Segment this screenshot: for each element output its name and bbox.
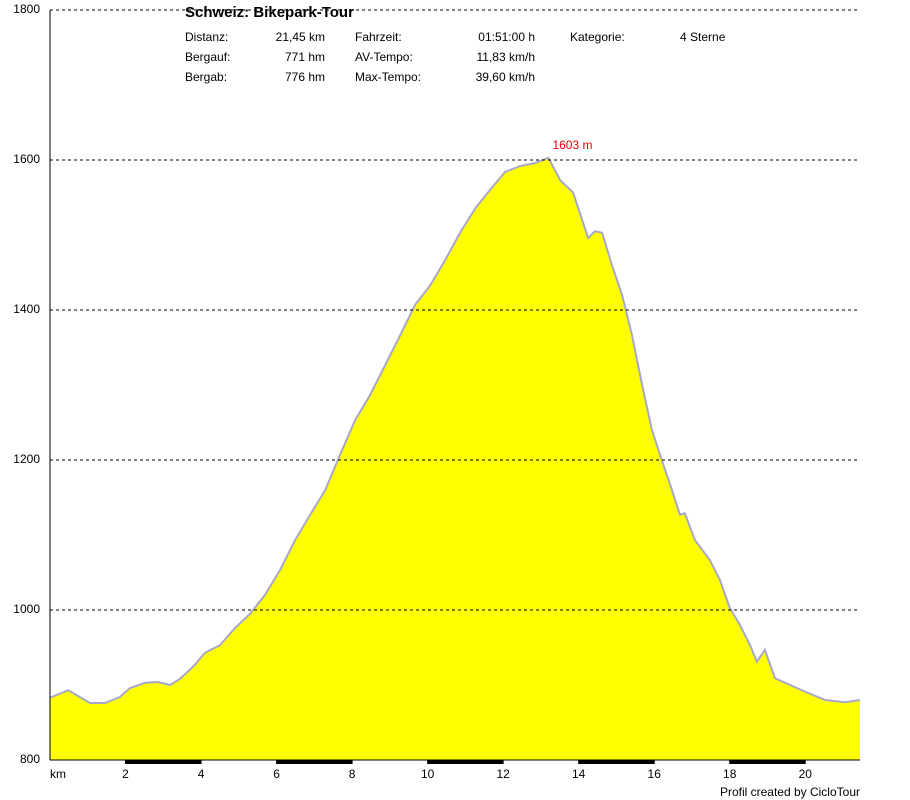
x-tick-label: 8 xyxy=(349,767,356,781)
info-value: 776 hm xyxy=(285,70,325,84)
footer: Profil created by CicloTour xyxy=(720,785,860,799)
x-tick-label: 20 xyxy=(799,767,813,781)
chart-title: Schweiz: Bikepark-Tour xyxy=(185,4,354,21)
x-tick-label: 6 xyxy=(273,767,280,781)
info-label: Kategorie: xyxy=(570,30,625,44)
scale-bar xyxy=(729,760,806,764)
scale-bar xyxy=(276,760,353,764)
info-label: AV-Tempo: xyxy=(355,50,413,64)
info-label: Bergab: xyxy=(185,70,227,84)
y-tick-label: 1200 xyxy=(13,452,40,466)
info-label: Distanz: xyxy=(185,30,228,44)
x-axis-label: km xyxy=(50,767,66,781)
info-value: 21,45 km xyxy=(276,30,325,44)
x-tick-label: 16 xyxy=(648,767,662,781)
info-label: Max-Tempo: xyxy=(355,70,421,84)
info-value: 4 Sterne xyxy=(680,30,726,44)
y-tick-label: 800 xyxy=(20,752,40,766)
y-tick-label: 1600 xyxy=(13,152,40,166)
x-tick-label: 2 xyxy=(122,767,129,781)
area-fill xyxy=(50,157,860,760)
info-value: 11,83 km/h xyxy=(477,50,535,64)
peak-label: 1603 m xyxy=(552,138,592,152)
info-label: Bergauf: xyxy=(185,50,230,64)
area-line xyxy=(49,156,861,704)
scale-bar xyxy=(125,760,202,764)
info-label: Fahrzeit: xyxy=(355,30,402,44)
y-tick-label: 1800 xyxy=(13,2,40,16)
x-tick-label: 14 xyxy=(572,767,586,781)
y-tick-label: 1400 xyxy=(13,302,40,316)
x-tick-label: 4 xyxy=(198,767,205,781)
x-tick-label: 12 xyxy=(496,767,510,781)
x-tick-label: 18 xyxy=(723,767,737,781)
info-value: 39,60 km/h xyxy=(476,70,535,84)
x-tick-label: 10 xyxy=(421,767,435,781)
scale-bar xyxy=(578,760,655,764)
info-value: 01:51:00 h xyxy=(478,30,535,44)
info-value: 771 hm xyxy=(285,50,325,64)
scale-bar xyxy=(427,760,504,764)
y-tick-label: 1000 xyxy=(13,602,40,616)
